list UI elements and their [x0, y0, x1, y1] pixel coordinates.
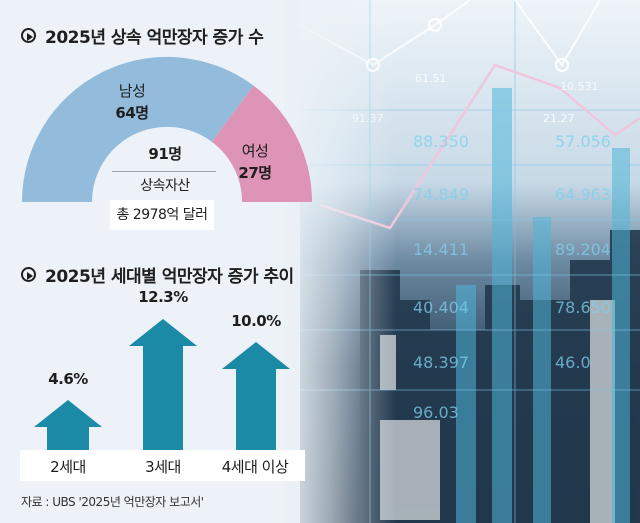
- divider: [112, 171, 216, 172]
- play-circle-icon: [21, 28, 36, 43]
- arrow-3rd-gen: [129, 319, 197, 452]
- male-label: 남성 64명: [92, 80, 172, 124]
- arrow-2nd-gen: [34, 400, 102, 452]
- play-circle-icon: [21, 267, 36, 282]
- asset-value-box: 총 2978억 달러: [110, 200, 214, 230]
- female-segment: [211, 85, 313, 202]
- semi-donut-chart: [21, 56, 313, 202]
- section2-title: 2025년 세대별 억만장자 증가 추이: [21, 262, 294, 287]
- arrow-4th-gen: [222, 342, 290, 452]
- category-bar: [20, 450, 305, 481]
- female-label-text: 여성: [241, 142, 269, 160]
- category-4th-gen: 4세대 이상: [221, 458, 289, 476]
- arrow-bar-chart: [34, 319, 290, 452]
- female-label: 여성 27명: [225, 140, 285, 184]
- section1-title-text: 2025년 상속 억만장자 증가 수: [45, 28, 264, 48]
- male-segment: [21, 56, 254, 202]
- total-count: 91명: [148, 145, 182, 163]
- pct-3rd-gen: 12.3%: [138, 288, 188, 306]
- asset-label: 상속자산: [140, 178, 190, 194]
- male-value: 64명: [115, 104, 149, 122]
- category-2nd-gen: 2세대: [50, 458, 86, 476]
- pct-4th-gen: 10.0%: [231, 312, 281, 330]
- section1-title: 2025년 상속 억만장자 증가 수: [21, 23, 264, 48]
- source-note: 자료 : UBS '2025년 억만장자 보고서': [21, 495, 204, 509]
- male-label-text: 남성: [118, 82, 146, 100]
- pct-2nd-gen: 4.6%: [48, 370, 88, 388]
- female-value: 27명: [238, 164, 272, 182]
- category-3rd-gen: 3세대: [145, 458, 181, 476]
- section2-title-text: 2025년 세대별 억만장자 증가 추이: [45, 267, 294, 287]
